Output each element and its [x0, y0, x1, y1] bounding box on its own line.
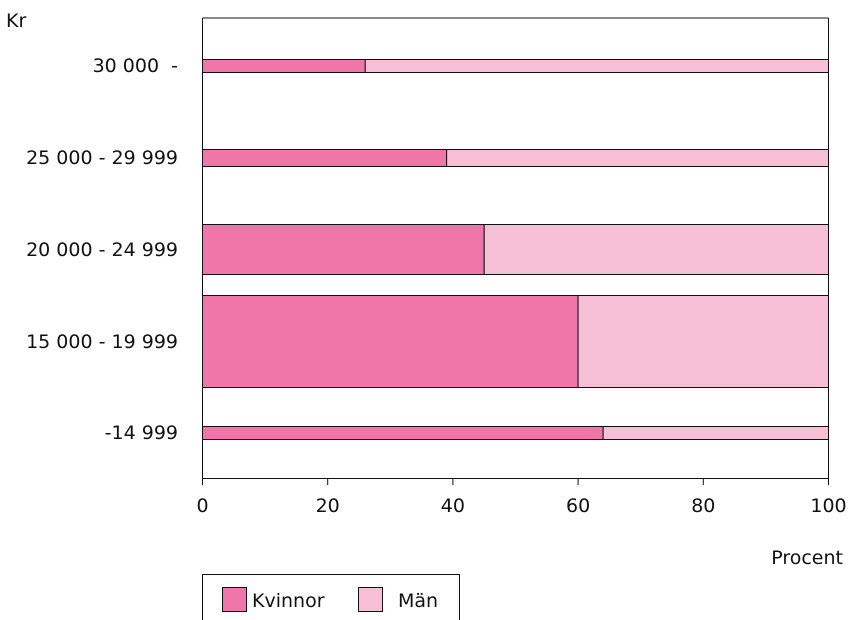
x-tick-label: 0	[196, 495, 208, 517]
legend-swatch-kvinnor	[222, 587, 247, 612]
bar-kvinnor-1	[202, 149, 448, 167]
y-tick-label: 25 000 - 29 999	[26, 147, 178, 169]
legend-label-kvinnor: Kvinnor	[252, 590, 325, 612]
y-tick-label: 15 000 - 19 999	[26, 331, 178, 353]
x-tick-label: 20	[316, 495, 340, 517]
bar-kvinnor-3	[202, 295, 579, 388]
y-ticks-group: 30 000 - 25 000 - 29 999 20 000 - 24 999 15…	[26, 55, 178, 444]
x-tick-label: 80	[691, 495, 715, 517]
legend-swatch-man	[358, 587, 383, 612]
x-axis-title: Procent	[771, 547, 843, 569]
y-tick-label: 30 000 -	[93, 55, 178, 77]
bar-man-4	[602, 426, 830, 440]
bar-man-0	[364, 59, 829, 73]
bars-group	[202, 59, 830, 440]
legend: Kvinnor Män	[202, 574, 460, 620]
y-tick-label: 20 000 - 24 999	[26, 239, 178, 261]
bar-kvinnor-0	[202, 59, 366, 73]
x-ticks-group: 0 20 40 60 80 100	[196, 478, 847, 517]
y-tick-label: -14 999	[105, 422, 178, 444]
bar-kvinnor-4	[202, 426, 604, 440]
y-axis-title: Kr	[6, 10, 26, 32]
bar-man-1	[446, 149, 829, 167]
legend-frame	[202, 574, 460, 620]
x-tick-label: 60	[566, 495, 590, 517]
bar-man-3	[577, 295, 829, 388]
bar-kvinnor-2	[202, 224, 485, 275]
x-tick-label: 100	[810, 495, 846, 517]
bar-man-2	[483, 224, 829, 275]
legend-label-man: Män	[398, 590, 438, 612]
x-tick-label: 40	[441, 495, 465, 517]
